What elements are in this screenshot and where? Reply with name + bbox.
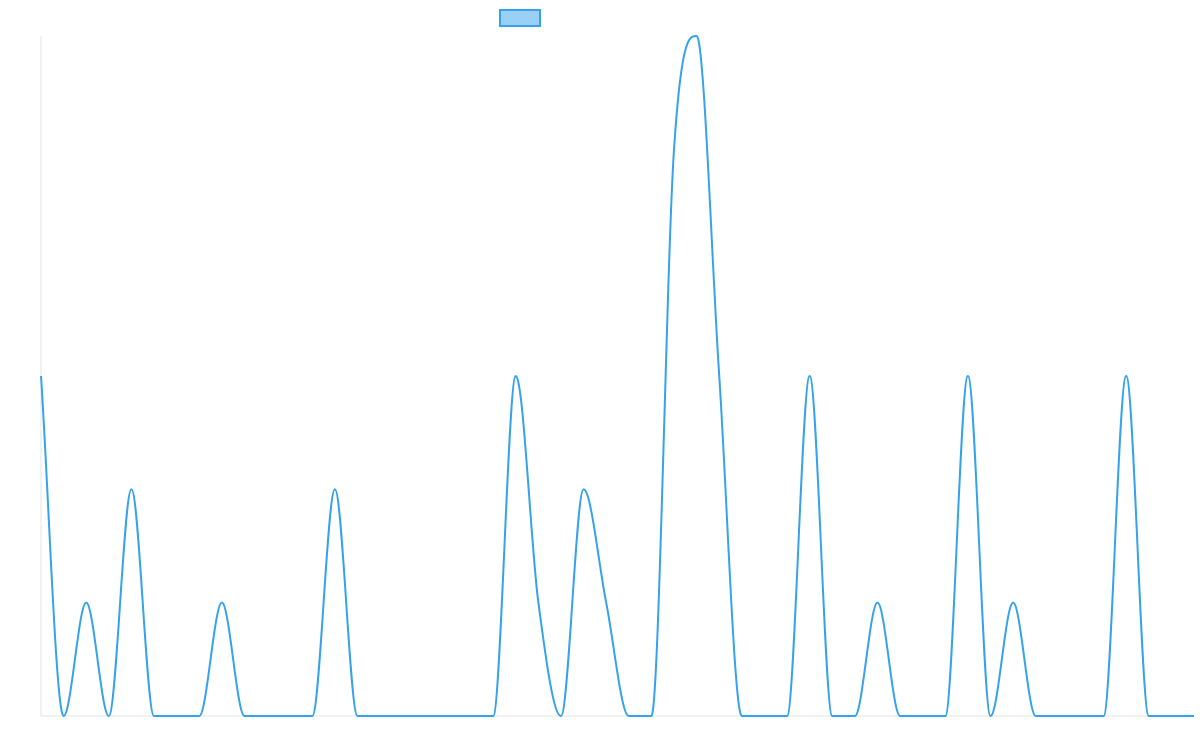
- data-point[interactable]: [241, 713, 247, 719]
- data-point[interactable]: [829, 713, 835, 719]
- data-point[interactable]: [106, 713, 112, 719]
- data-point[interactable]: [942, 713, 948, 719]
- data-point[interactable]: [603, 600, 609, 606]
- data-point[interactable]: [468, 713, 474, 719]
- data-point[interactable]: [264, 713, 270, 719]
- data-point[interactable]: [920, 713, 926, 719]
- data-point[interactable]: [445, 713, 451, 719]
- data-point[interactable]: [287, 713, 293, 719]
- data-point[interactable]: [1055, 713, 1061, 719]
- data-point[interactable]: [38, 373, 44, 379]
- data-point[interactable]: [332, 486, 338, 492]
- data-point[interactable]: [965, 373, 971, 379]
- data-point[interactable]: [1101, 713, 1107, 719]
- data-point[interactable]: [988, 713, 994, 719]
- data-point[interactable]: [716, 373, 722, 379]
- axes: [40, 36, 1194, 717]
- data-point[interactable]: [784, 713, 790, 719]
- data-point[interactable]: [355, 713, 361, 719]
- data-point[interactable]: [648, 713, 654, 719]
- data-point[interactable]: [174, 713, 180, 719]
- data-point[interactable]: [558, 713, 564, 719]
- data-point[interactable]: [581, 486, 587, 492]
- data-point[interactable]: [1146, 713, 1152, 719]
- legend-swatch[interactable]: [499, 9, 541, 27]
- data-point[interactable]: [897, 713, 903, 719]
- data-point[interactable]: [1168, 713, 1174, 719]
- data-point[interactable]: [1078, 713, 1084, 719]
- data-point[interactable]: [219, 600, 225, 606]
- data-point[interactable]: [874, 600, 880, 606]
- data-point[interactable]: [671, 146, 677, 152]
- data-point[interactable]: [1010, 600, 1016, 606]
- data-point[interactable]: [309, 713, 315, 719]
- data-point[interactable]: [807, 373, 813, 379]
- data-point[interactable]: [739, 713, 745, 719]
- data-point[interactable]: [83, 600, 89, 606]
- data-point[interactable]: [400, 713, 406, 719]
- data-point[interactable]: [61, 713, 67, 719]
- data-point[interactable]: [377, 713, 383, 719]
- data-point[interactable]: [128, 486, 134, 492]
- data-point[interactable]: [151, 713, 157, 719]
- data-point[interactable]: [490, 713, 496, 719]
- data-point[interactable]: [694, 33, 700, 39]
- data-point[interactable]: [422, 713, 428, 719]
- data-point[interactable]: [513, 373, 519, 379]
- data-point[interactable]: [535, 600, 541, 606]
- data-point[interactable]: [1191, 713, 1197, 719]
- data-point[interactable]: [761, 713, 767, 719]
- data-point[interactable]: [196, 713, 202, 719]
- data-point[interactable]: [1033, 713, 1039, 719]
- data-point[interactable]: [626, 713, 632, 719]
- data-point[interactable]: [1123, 373, 1129, 379]
- series-layer: [38, 33, 1197, 719]
- legend[interactable]: [499, 9, 541, 27]
- series-line: [40, 35, 1194, 717]
- data-point[interactable]: [852, 713, 858, 719]
